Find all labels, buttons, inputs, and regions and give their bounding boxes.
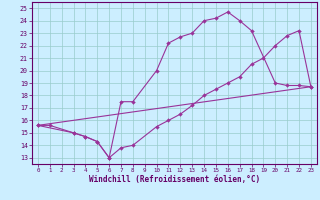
X-axis label: Windchill (Refroidissement éolien,°C): Windchill (Refroidissement éolien,°C) <box>89 175 260 184</box>
